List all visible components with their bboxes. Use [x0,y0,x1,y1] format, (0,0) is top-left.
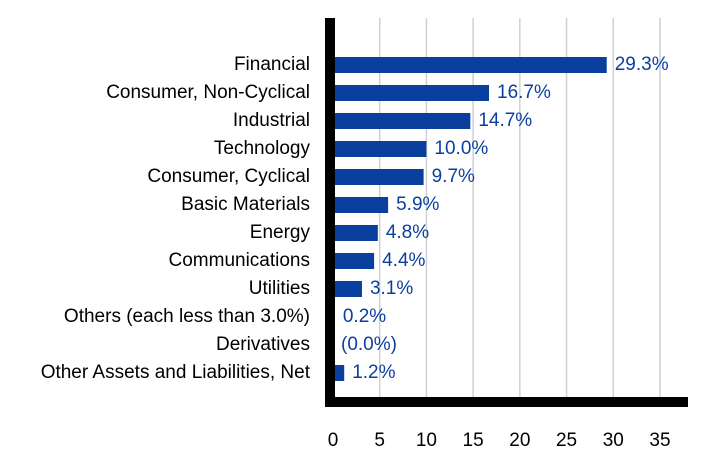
bar-0 [333,57,607,73]
bar-1 [333,85,490,101]
bar-3 [333,141,427,157]
bar-11 [333,365,345,381]
bar-8 [333,281,362,297]
bars [333,57,607,381]
value-label: 0.2% [343,306,386,327]
value-label: 4.8% [386,222,429,243]
value-labels: 29.3% 16.7% 14.7% 10.0% 9.7% 5.9% 4.8% 4.4% 3.1%… [341,54,669,383]
category-label: Industrial [233,110,310,131]
x-tick-label: 5 [374,430,385,451]
category-label: Consumer, Non-Cyclical [106,82,310,103]
category-label: Financial [234,54,310,75]
x-tick-label: 35 [649,430,670,451]
bar-4 [333,169,424,185]
bar-6 [333,225,378,241]
value-label: 16.7% [497,82,551,103]
x-tick-label: 30 [603,430,624,451]
value-label: 4.4% [382,250,425,271]
value-label: 10.0% [434,138,488,159]
value-label: 14.7% [478,110,532,131]
category-label: Others (each less than 3.0%) [64,306,310,327]
category-label: Communications [169,250,311,271]
category-label: Consumer, Cyclical [147,166,310,187]
x-tick-label: 20 [509,430,530,451]
bar-2 [333,113,471,129]
category-label: Technology [214,138,311,159]
category-label: Derivatives [216,334,310,355]
bar-5 [333,197,389,213]
x-tick-label: 10 [416,430,437,451]
value-label: 5.9% [396,194,439,215]
x-tick-label: 15 [463,430,484,451]
value-label: 1.2% [352,362,395,383]
category-label: Utilities [249,278,310,299]
x-tick-label: 25 [556,430,577,451]
x-tick-label: 0 [328,430,339,451]
value-label: 9.7% [432,166,475,187]
value-label: 3.1% [370,278,413,299]
category-labels: Financial Consumer, Non-Cyclical Industria… [41,54,311,383]
category-label: Other Assets and Liabilities, Net [41,362,311,383]
category-label: Basic Materials [181,194,310,215]
value-label: 29.3% [615,54,669,75]
category-label: Energy [250,222,311,243]
axes [325,18,688,407]
value-label: (0.0%) [341,334,397,355]
gridlines [378,18,661,402]
x-tick-labels: 0 5 10 15 20 25 30 35 [328,430,671,451]
bar-7 [333,253,375,269]
